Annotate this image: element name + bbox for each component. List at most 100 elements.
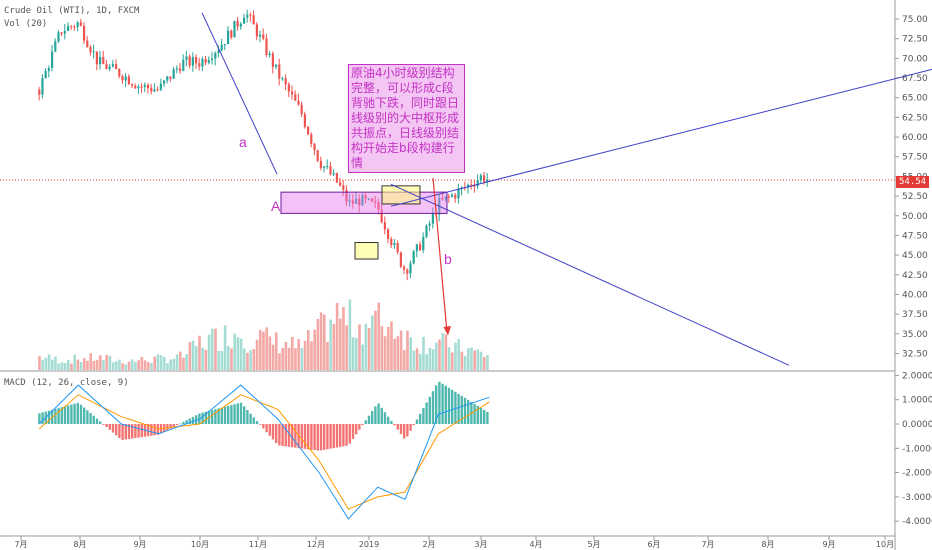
candle-body <box>370 198 374 202</box>
macd-histogram-bar <box>204 411 207 424</box>
volume-bar <box>204 349 208 370</box>
macd-histogram-bar <box>316 424 319 451</box>
macd-histogram-bar <box>236 403 239 424</box>
volume-bar <box>342 307 345 370</box>
macd-histogram-bar <box>172 424 175 427</box>
volume-bar <box>313 329 316 370</box>
candle-body <box>143 84 146 87</box>
volume-bar <box>454 342 457 370</box>
candle-body <box>102 57 105 65</box>
volume-bar <box>172 358 176 370</box>
macd-histogram-bar <box>313 424 316 451</box>
candle-body <box>169 76 172 79</box>
candle-body <box>380 209 383 223</box>
macd-histogram-bar <box>230 405 233 424</box>
analysis-note: 原油4小时级别结构完整，可以形成c段背驰下跌，同时跟日线级别的大中枢形成共振点，… <box>348 64 465 173</box>
volume-bar <box>102 360 105 370</box>
small-pivot-box <box>354 242 379 260</box>
volume-bar <box>198 335 201 370</box>
candle-body <box>482 175 486 182</box>
macd-histogram-bar <box>476 405 479 424</box>
volume-bar <box>354 337 358 370</box>
macd-histogram-bar <box>233 404 236 424</box>
time-tick-label: 12月 <box>307 540 325 549</box>
wave-a-line <box>201 12 278 175</box>
volume-bar <box>457 338 460 370</box>
volume-bar <box>470 347 473 370</box>
price-tick-label: 67.50 <box>902 74 928 84</box>
candle-body <box>351 200 354 204</box>
macd-histogram-bar <box>486 411 489 424</box>
macd-histogram-bar <box>249 413 252 424</box>
macd-histogram-bar <box>364 420 367 424</box>
macd-histogram-bar <box>47 410 51 424</box>
candle-body <box>86 40 89 47</box>
volume-bar <box>137 360 140 370</box>
macd-histogram-bar <box>262 424 265 429</box>
volume-bar <box>89 353 92 370</box>
candle-body <box>444 196 447 200</box>
volume-bar <box>361 344 364 370</box>
macd-histogram-bar <box>226 405 230 424</box>
macd-histogram-bar <box>169 424 172 429</box>
candle-body <box>150 88 153 92</box>
macd-histogram-bar <box>428 396 431 424</box>
candle-body <box>274 64 278 67</box>
macd-histogram-bar <box>358 424 361 430</box>
macd-histogram-bar <box>86 410 89 424</box>
volume-bar <box>182 357 185 370</box>
macd-histogram-bar <box>111 424 115 433</box>
volume-bar <box>162 357 166 370</box>
candle-body <box>345 189 348 202</box>
volume-bar <box>82 358 86 370</box>
volume-bar <box>415 348 419 370</box>
macd-tick-label: 0.0000 <box>902 420 932 430</box>
macd-histogram-bar <box>127 424 131 439</box>
price-tick-label: 65.00 <box>902 94 928 104</box>
volume-bar <box>41 360 44 370</box>
macd-tick-label: 1.0000 <box>902 396 932 406</box>
macd-histogram-bar <box>322 424 326 450</box>
macd-histogram-bar <box>156 424 159 435</box>
candle-body <box>473 185 476 187</box>
volume-bar <box>140 356 144 370</box>
time-tick-label: 4月 <box>529 540 542 549</box>
volume-bar <box>255 339 259 370</box>
macd-histogram-bar <box>393 424 396 426</box>
candle-body <box>306 126 310 135</box>
macd-histogram-bar <box>473 403 476 424</box>
candle-body <box>358 198 361 206</box>
volume-bar <box>262 331 265 370</box>
candle-body <box>258 34 262 37</box>
volume-bar <box>239 338 243 370</box>
candle-body <box>268 53 271 55</box>
volume-bar <box>329 319 332 370</box>
macd-histogram-bar <box>214 409 217 424</box>
volume-bar <box>130 359 134 370</box>
candle-body <box>95 51 98 65</box>
macd-histogram-bar <box>92 415 95 424</box>
macd-histogram-bar <box>380 407 383 424</box>
candle-body <box>294 94 297 101</box>
time-tick-label: 5月 <box>587 540 600 549</box>
macd-histogram-bar <box>383 412 387 424</box>
candle-body <box>175 68 178 70</box>
macd-histogram-bar <box>265 424 268 433</box>
candle-body <box>146 84 150 89</box>
macd-histogram-bar <box>303 424 307 449</box>
candle-body <box>178 68 182 71</box>
price-tick-label: 62.50 <box>902 113 928 123</box>
candle-body <box>188 56 191 66</box>
candle-body <box>246 14 249 18</box>
macd-histogram-bar <box>377 403 380 424</box>
volume-bar <box>236 337 240 370</box>
candle-body <box>63 30 66 34</box>
macd-histogram-bar <box>466 399 470 424</box>
macd-line <box>38 384 490 520</box>
candle-body <box>38 89 41 95</box>
macd-histogram-bar <box>454 391 457 424</box>
volume-bar <box>134 361 137 370</box>
candle-body <box>82 25 86 41</box>
volume-bar <box>447 347 451 370</box>
